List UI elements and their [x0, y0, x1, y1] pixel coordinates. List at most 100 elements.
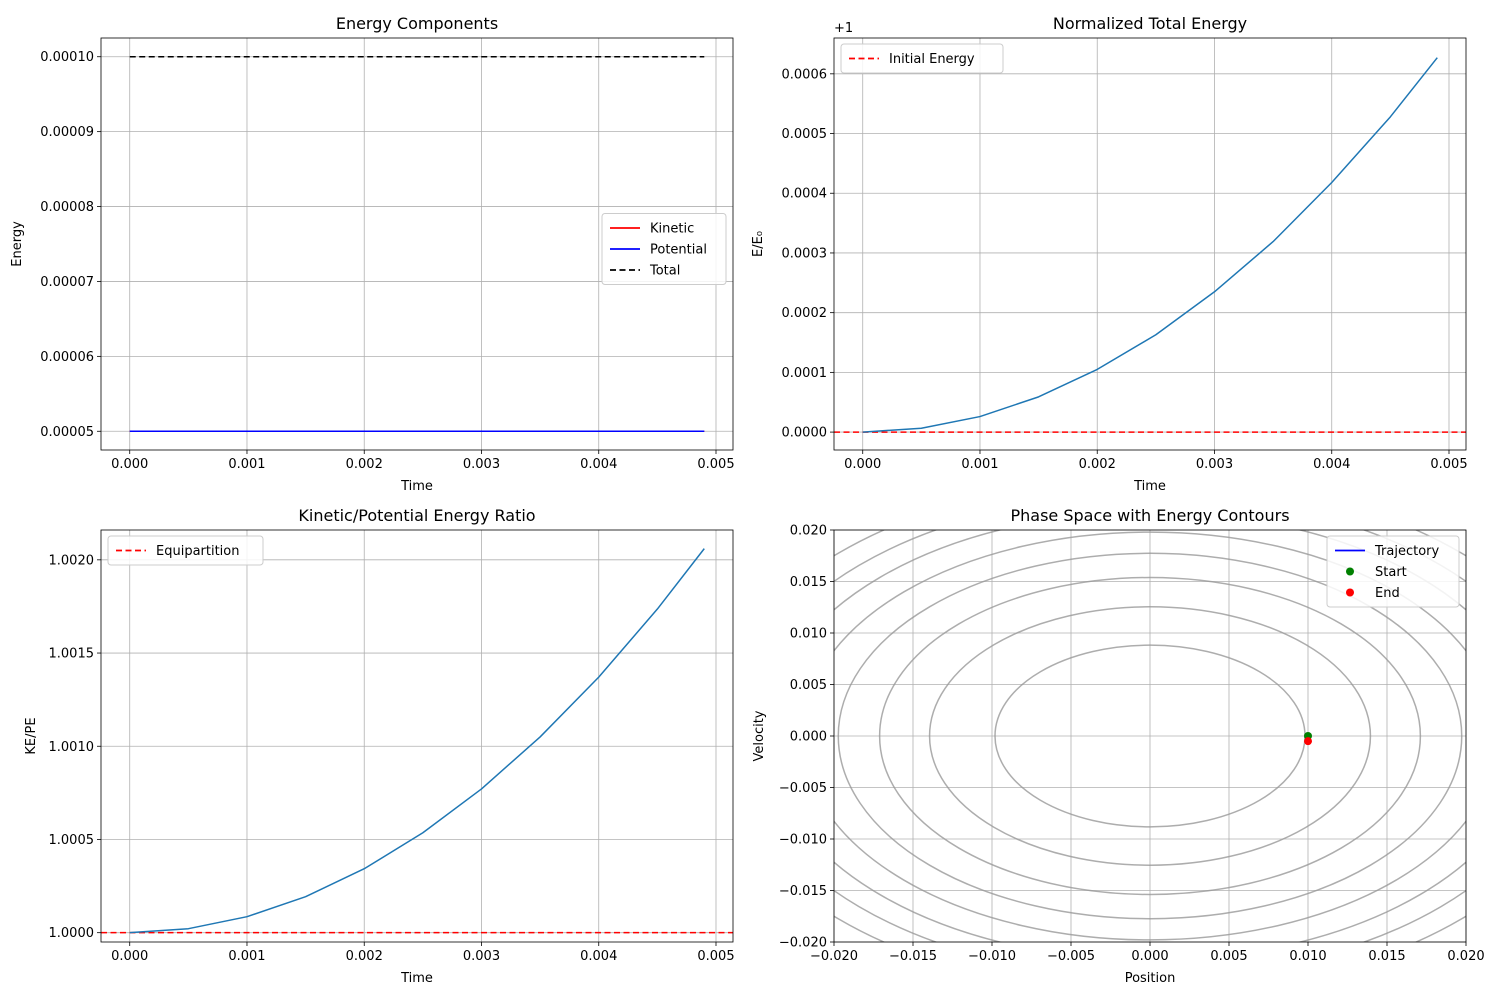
x-tick-label: 0.003	[1196, 457, 1233, 472]
chart-title-phase-space: Phase Space with Energy Contours	[1010, 506, 1289, 525]
x-tick-label: 0.003	[463, 457, 500, 472]
series-normalized-total-energy	[834, 57, 1466, 433]
series-energy-components	[129, 55, 705, 433]
y-tick-label: 1.0000	[49, 926, 95, 941]
x-tick-label: 0.002	[346, 949, 383, 964]
data-series-line	[129, 548, 705, 934]
y-tick-label: 0.00010	[40, 50, 94, 65]
y-axis-label-phase-space: Velocity	[752, 710, 767, 761]
end-point	[1304, 737, 1312, 746]
plot-frame-ke-pe-ratio	[100, 529, 734, 943]
y-tick-label: 0.00008	[40, 200, 94, 215]
x-tick-label: −0.010	[968, 949, 1016, 964]
x-tick-label: 0.005	[697, 949, 734, 964]
x-axis-label-phase-space: Position	[1125, 971, 1176, 986]
legend-box	[107, 535, 264, 566]
y-tick-label: 1.0015	[49, 647, 95, 662]
x-tick-label: 0.000	[844, 457, 881, 472]
ticks-ke-pe-ratio: 0.000 0.001 0.002 0.003 0.004 0.005 1.0000 1.00…	[49, 553, 735, 964]
x-tick-label: 0.003	[463, 949, 500, 964]
x-tick-label: 0.005	[1430, 457, 1467, 472]
legend-label-kinetic: Kinetic	[650, 222, 694, 237]
y-tick-label: 0.0005	[782, 127, 828, 142]
series-ke-pe-ratio	[101, 548, 733, 934]
y-tick-label: 1.0005	[49, 833, 95, 848]
ticks-energy-components: 0.000 0.001 0.002 0.003 0.004 0.005 0.00005 0.0…	[40, 50, 734, 472]
x-tick-label: 0.020	[1447, 949, 1484, 964]
series-phase-space	[1304, 732, 1312, 746]
x-tick-label: 0.001	[228, 949, 265, 964]
y-tick-label: 0.005	[790, 678, 827, 693]
y-axis-label-ke-pe-ratio: KE/PE	[24, 717, 39, 754]
panel-energy-components: 0.000 0.001 0.002 0.003 0.004 0.005 0.00005 0.0…	[10, 14, 735, 494]
ticks-normalized-total-energy: 0.000 0.001 0.002 0.003 0.004 0.005 0.0000 0.00…	[782, 67, 1468, 472]
ticks-phase-space: −0.020 −0.015 −0.010 −0.005 0.000 0.005 0.010 0…	[779, 524, 1485, 965]
chart-title-energy-components: Energy Components	[336, 14, 498, 33]
y-tick-label: 0.010	[790, 627, 827, 642]
contours-phase-space	[834, 530, 1466, 942]
x-tick-label: 0.004	[580, 949, 617, 964]
legend-marker-end	[1346, 588, 1354, 597]
x-tick-label: 0.004	[1313, 457, 1350, 472]
x-tick-label: 0.010	[1289, 949, 1326, 964]
x-tick-label: 0.000	[111, 949, 148, 964]
x-tick-label: −0.020	[810, 949, 858, 964]
x-tick-label: 0.001	[961, 457, 998, 472]
y-tick-label: 0.0002	[782, 306, 828, 321]
y-tick-label: 0.00007	[40, 275, 94, 290]
legend-label-trajectory: Trajectory	[1374, 544, 1439, 559]
y-tick-label: 0.015	[790, 575, 827, 590]
y-axis-offset-label: +1	[834, 21, 853, 36]
legend-normalized-total-energy: Initial Energy	[840, 43, 1004, 74]
y-tick-label: 1.0010	[49, 740, 95, 755]
chart-title-normalized-total-energy: Normalized Total Energy	[1053, 14, 1247, 33]
x-tick-label: 0.005	[1210, 949, 1247, 964]
plot-frame-normalized-total-energy	[833, 37, 1467, 451]
y-tick-label: 0.000	[790, 730, 827, 745]
y-tick-label: −0.020	[779, 936, 827, 951]
y-tick-label: 1.0020	[49, 553, 95, 568]
legend-phase-space: Trajectory Start End	[1326, 535, 1460, 608]
data-series-line	[862, 57, 1438, 433]
panel-phase-space: −0.020 −0.015 −0.010 −0.005 0.000 0.005 0.010 0…	[752, 506, 1485, 986]
y-tick-label: −0.015	[779, 884, 827, 899]
plot-frame-energy-components	[100, 37, 734, 451]
legend-label-end: End	[1375, 586, 1400, 601]
x-tick-label: 0.005	[697, 457, 734, 472]
y-tick-label: 0.020	[790, 524, 827, 539]
x-tick-label: −0.015	[889, 949, 937, 964]
x-tick-label: 0.000	[1131, 949, 1168, 964]
energy-contour	[928, 606, 1372, 866]
y-axis-label-normalized-total-energy: E/E₀	[751, 231, 766, 257]
legend-box	[840, 43, 1004, 74]
x-tick-label: −0.005	[1047, 949, 1095, 964]
y-tick-label: 0.0006	[782, 67, 828, 82]
x-tick-label: 0.001	[228, 457, 265, 472]
y-tick-label: −0.005	[779, 781, 827, 796]
y-tick-label: 0.0000	[782, 426, 828, 441]
y-tick-label: 0.0004	[782, 187, 828, 202]
y-tick-label: 0.00009	[40, 125, 94, 140]
chart-title-ke-pe-ratio: Kinetic/Potential Energy Ratio	[298, 506, 535, 525]
panel-ke-pe-ratio: 0.000 0.001 0.002 0.003 0.004 0.005 1.0000 1.00…	[24, 506, 735, 986]
y-axis-label-energy-components: Energy	[10, 221, 25, 267]
legend-ke-pe-ratio: Equipartition	[107, 535, 264, 566]
energy-contour	[878, 576, 1422, 896]
legend-box	[1326, 535, 1460, 608]
y-tick-label: 0.0001	[782, 366, 828, 381]
y-tick-label: 0.00006	[40, 350, 94, 365]
energy-contour	[837, 552, 1463, 920]
x-tick-label: 0.002	[1079, 457, 1116, 472]
y-tick-label: 0.00005	[40, 425, 94, 440]
energy-contour	[834, 531, 1466, 941]
legend-energy-components: Kinetic Potential Total	[601, 213, 727, 285]
legend-marker-start	[1346, 567, 1354, 576]
legend-label-equipartition: Equipartition	[156, 544, 240, 559]
x-axis-label-energy-components: Time	[400, 479, 433, 494]
x-tick-label: 0.002	[346, 457, 383, 472]
x-tick-label: 0.004	[580, 457, 617, 472]
x-axis-label-ke-pe-ratio: Time	[400, 971, 433, 986]
y-tick-label: 0.0003	[782, 246, 828, 261]
